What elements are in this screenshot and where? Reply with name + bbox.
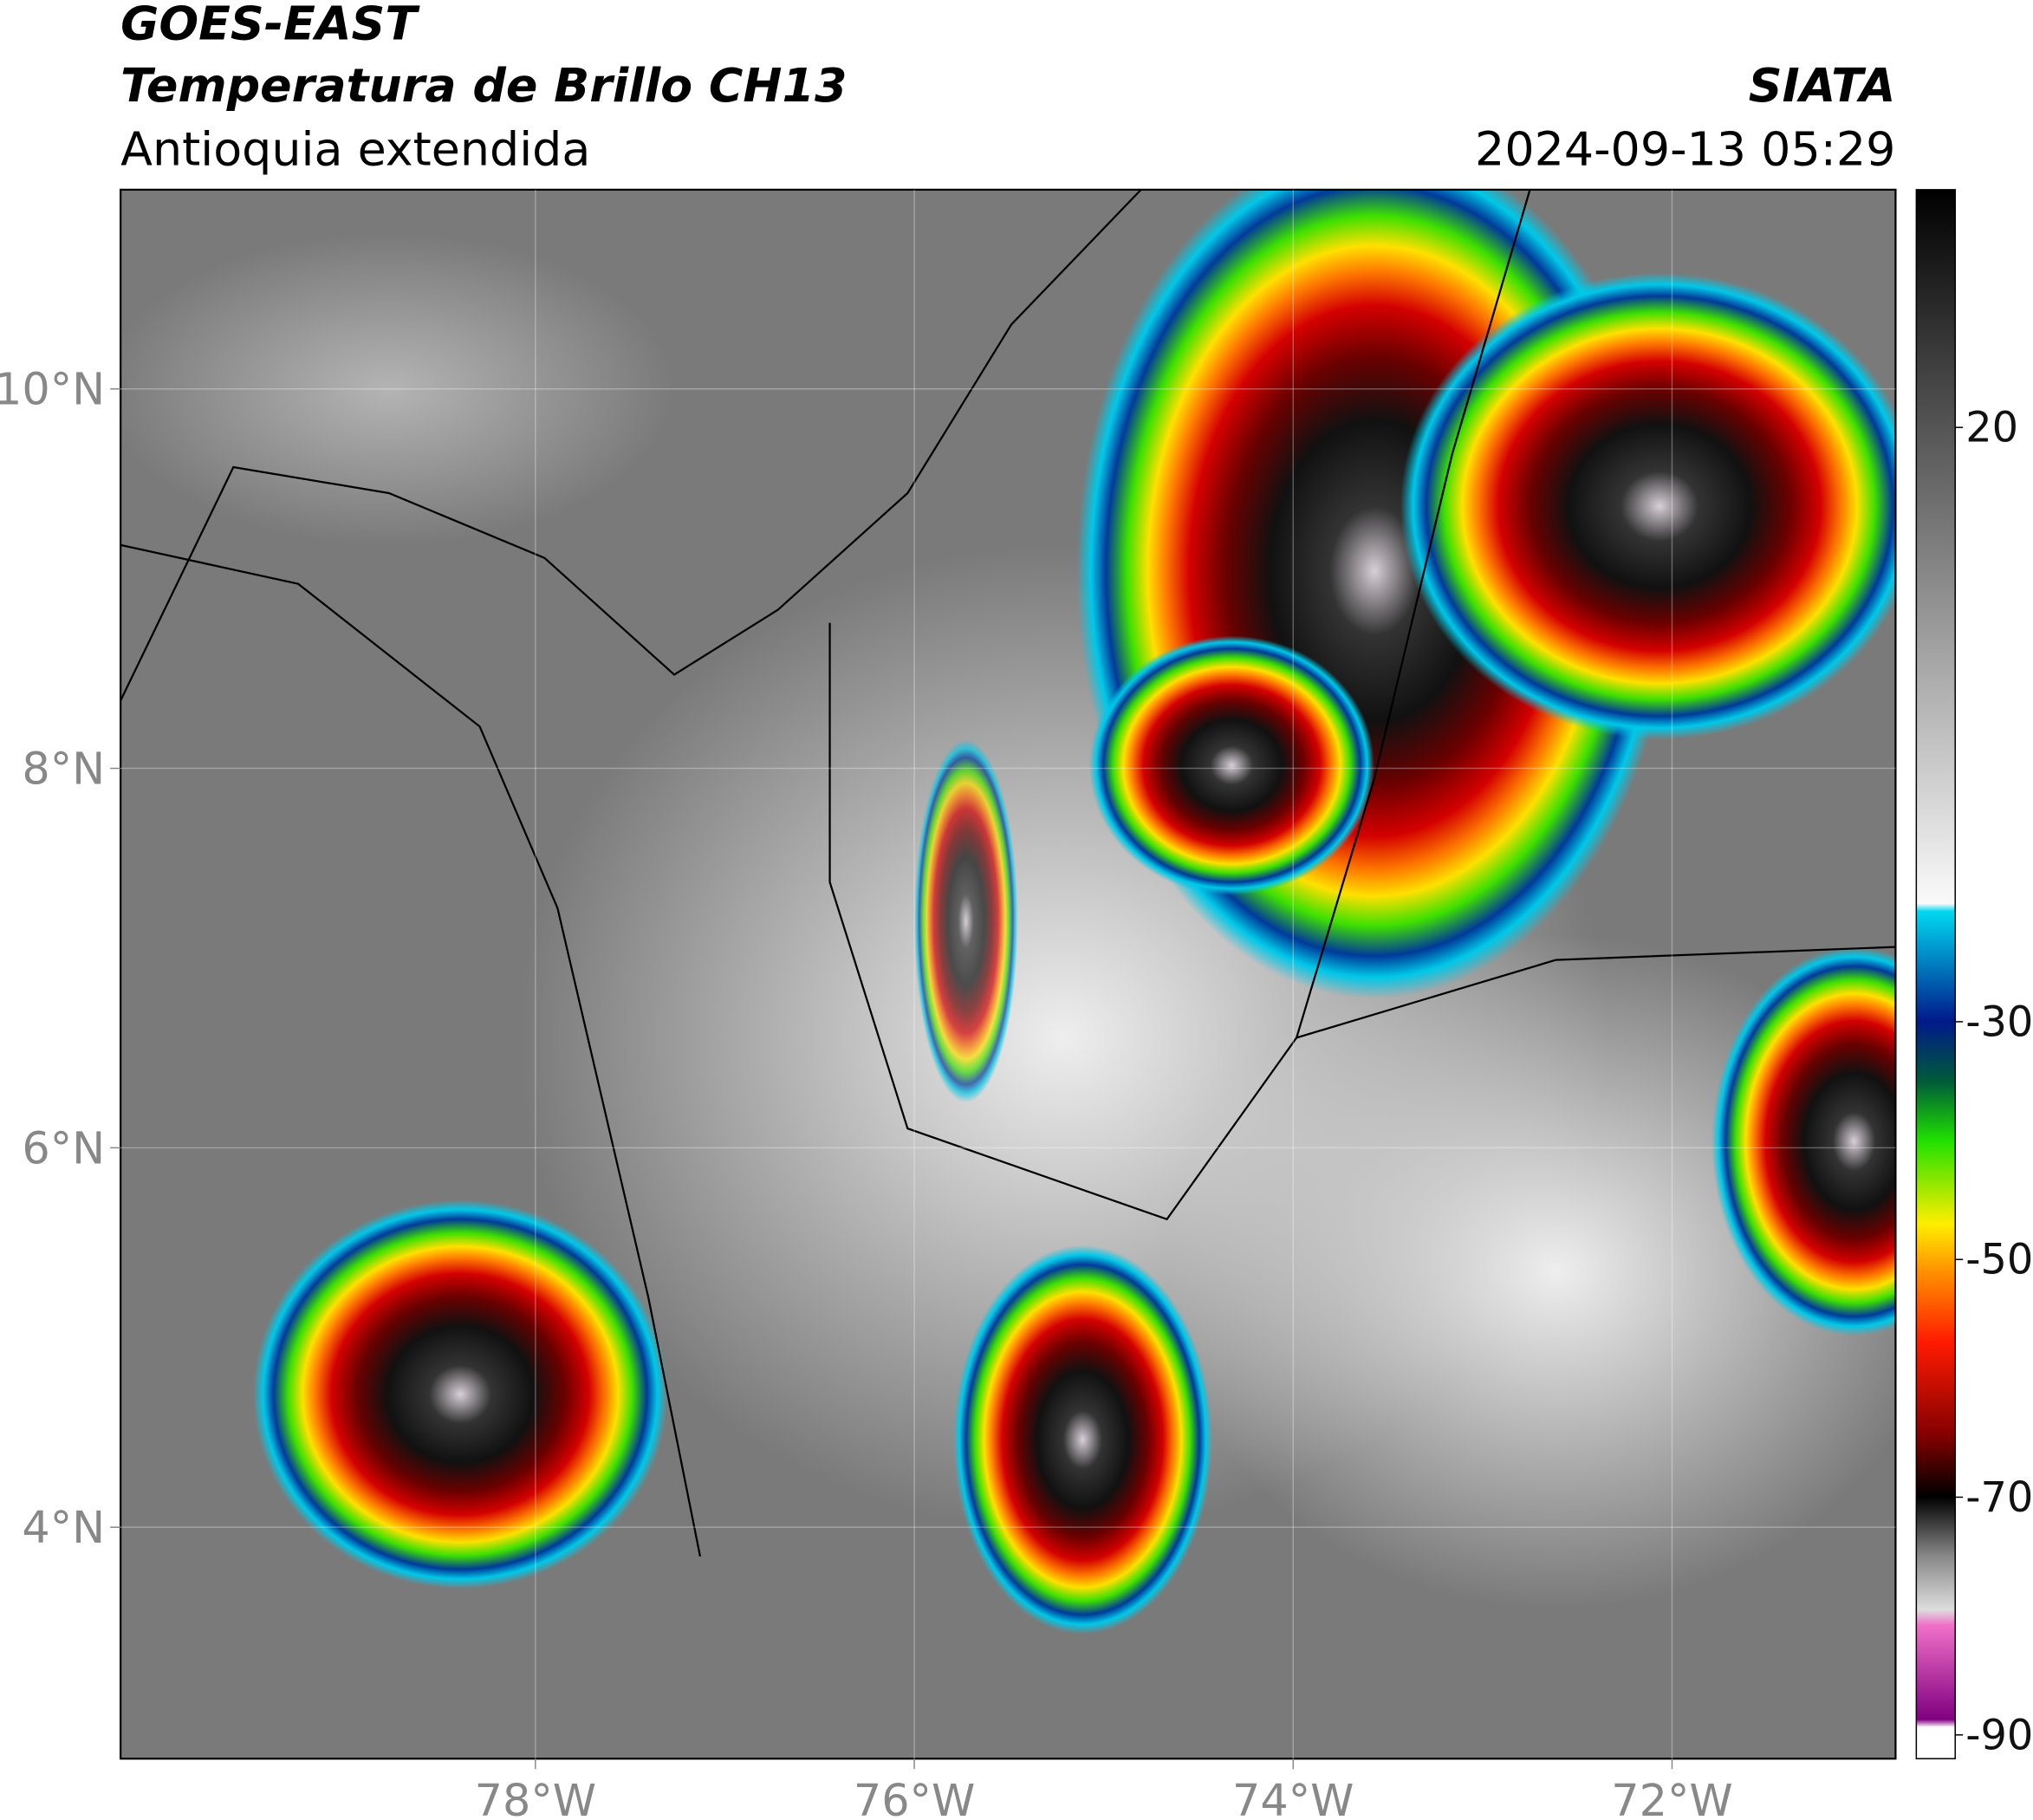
colorbar-tick-label: -50 <box>1965 1237 2033 1284</box>
source: SIATA <box>1749 58 1896 113</box>
colorbar-tick-label: -30 <box>1965 998 2033 1046</box>
region: Antioquia extendida <box>120 121 590 176</box>
x-tick-label: 76°W <box>854 1775 975 1820</box>
colorbar <box>1915 189 1956 1759</box>
colorbar-tick-label: -90 <box>1965 1712 2033 1759</box>
x-tick-label: 72°W <box>1611 1775 1732 1820</box>
x-tick-label: 78°W <box>475 1775 596 1820</box>
y-tick-label: 6°N <box>22 1122 105 1173</box>
y-tick-label: 10°N <box>0 364 105 415</box>
x-tick-label: 74°W <box>1232 1775 1354 1820</box>
datetime: 2024-09-13 05:29 <box>1475 121 1895 176</box>
y-tick-label: 8°N <box>22 743 105 794</box>
map-image <box>120 189 1896 1759</box>
map-frame <box>120 188 1897 1760</box>
subtitle: Temperatura de Brillo CH13 <box>120 58 847 113</box>
colorbar-tick-label: -70 <box>1965 1474 2033 1522</box>
colorbar-tick-label: 20 <box>1965 405 2018 452</box>
title: GOES-EAST <box>120 0 420 50</box>
y-tick-label: 4°N <box>22 1502 105 1553</box>
